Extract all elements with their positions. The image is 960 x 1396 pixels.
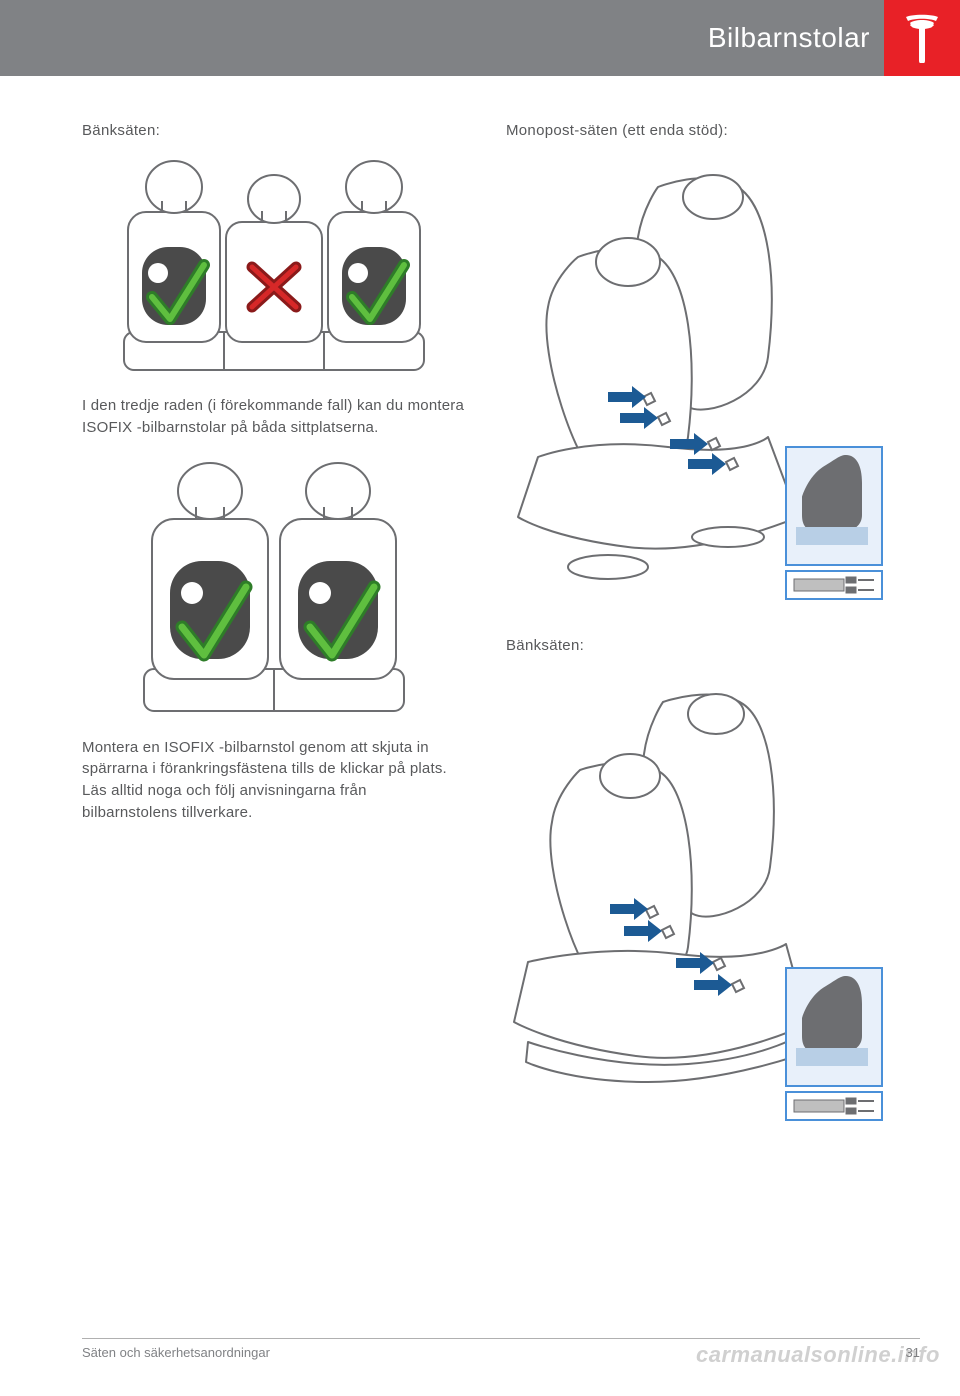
- left-column: Bänksäten:: [82, 122, 466, 1140]
- page-header: Bilbarnstolar: [0, 0, 960, 76]
- monopost-label: Monopost-säten (ett enda stöd):: [506, 122, 890, 139]
- page-title: Bilbarnstolar: [708, 22, 870, 54]
- bench-label-2: Bänksäten:: [506, 637, 890, 654]
- bench-iso-illustration: [508, 672, 888, 1132]
- third-row-text: I den tredje raden (i förekommande fall)…: [82, 395, 466, 439]
- monopost-iso-illustration: [508, 157, 888, 617]
- bench-2seat-illustration: [134, 459, 414, 719]
- tesla-logo: [884, 0, 960, 76]
- footer-section-title: Säten och säkerhetsanordningar: [82, 1345, 270, 1360]
- content-area: Bänksäten:: [0, 76, 960, 1140]
- bench-3seat-illustration: [114, 157, 434, 377]
- bench-label-1: Bänksäten:: [82, 122, 466, 139]
- install-instructions-text: Montera en ISOFIX -bilbarnstol genom att…: [82, 737, 466, 824]
- watermark: carmanualsonline.info: [696, 1342, 940, 1368]
- right-column: Monopost-säten (ett enda stöd):: [506, 122, 890, 1140]
- tesla-logo-icon: [900, 13, 944, 63]
